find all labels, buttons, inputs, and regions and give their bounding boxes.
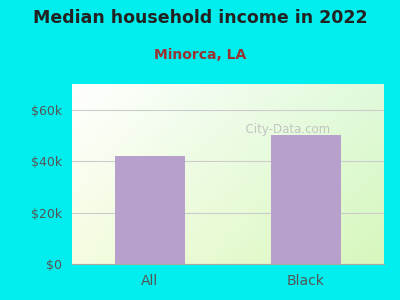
Text: Median household income in 2022: Median household income in 2022: [33, 9, 367, 27]
Bar: [115, 156, 185, 264]
Text: City-Data.com: City-Data.com: [238, 122, 330, 136]
Bar: [271, 135, 341, 264]
Text: Minorca, LA: Minorca, LA: [154, 48, 246, 62]
